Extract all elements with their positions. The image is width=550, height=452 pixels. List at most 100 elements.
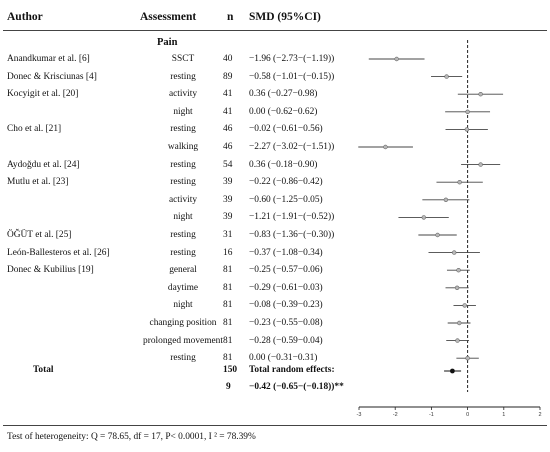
- row-author: Mutlu et al. [23]: [7, 177, 69, 188]
- row-smd: −0.60 (−1.25−0.05): [249, 194, 323, 205]
- row-smd: −1.96 (−2.73−(−1.19)): [249, 54, 335, 64]
- row-assessment: resting: [170, 124, 196, 135]
- row-n: 46: [223, 142, 233, 152]
- row-smd: −2.27 (−3.02−(−1.51)): [249, 142, 335, 152]
- study-point: [464, 127, 470, 132]
- study-point: [421, 215, 426, 220]
- row-smd: 0.36 (−0.27−0.98): [249, 89, 318, 100]
- row-assessment: walking: [167, 142, 199, 152]
- study-point: [457, 320, 462, 326]
- study-point: [478, 162, 483, 167]
- row-assessment: changing position: [149, 318, 217, 328]
- row-n: 31: [223, 230, 233, 240]
- row-author: Aydoğdu et al. [24]: [7, 159, 80, 170]
- x-tick-label: 0: [466, 412, 469, 418]
- row-n: 81: [223, 335, 233, 346]
- row-smd: −0.58 (−1.01−(−0.15)): [249, 71, 335, 82]
- study-point: [455, 338, 460, 343]
- header-rule: [3, 30, 547, 31]
- row-assessment: resting: [170, 230, 196, 240]
- footer-rule: [3, 425, 547, 426]
- header-author: Author: [7, 11, 43, 23]
- total-n: 150: [223, 365, 238, 375]
- row-n: 41: [223, 89, 233, 100]
- study-point: [435, 232, 440, 238]
- row-author: Anandkumar et al. [6]: [7, 54, 90, 64]
- row-smd: −0.22 (−0.86−0.42): [249, 177, 323, 188]
- row-assessment: night: [173, 300, 193, 311]
- row-smd: 0.00 (−0.31−0.31): [249, 353, 318, 364]
- row-smd: 0.00 (−0.62−0.62): [249, 106, 318, 117]
- row-author: Donec & Kriscіunas [4]: [7, 71, 97, 82]
- study-point: [462, 303, 467, 308]
- total-random-effects-label: Total random effects:: [249, 365, 335, 375]
- header-assessment: Assessment: [140, 11, 197, 23]
- row-author: León-Ballesteros et al. [26]: [7, 247, 110, 258]
- row-author: Kocyigit et al. [20]: [7, 89, 79, 100]
- row-assessment: resting: [170, 71, 196, 82]
- row-smd: −0.02 (−0.61−0.56): [249, 124, 323, 135]
- row-author: Cho et al. [21]: [7, 124, 62, 135]
- study-point: [394, 56, 399, 62]
- row-n: 46: [223, 124, 233, 135]
- row-n: 39: [223, 177, 233, 188]
- x-tick-label: 1: [502, 412, 505, 418]
- study-point: [465, 109, 470, 115]
- study-point: [443, 197, 449, 203]
- row-smd: −0.25 (−0.57−0.06): [249, 265, 323, 276]
- study-point: [465, 356, 470, 361]
- row-assessment: night: [173, 212, 193, 223]
- summary-point: [449, 368, 455, 374]
- row-smd: −0.83 (−1.36−(−0.30)): [249, 230, 335, 240]
- row-n: 16: [223, 247, 233, 258]
- row-smd: −0.23 (−0.55−0.08): [249, 318, 323, 328]
- section-label: Pain: [157, 37, 178, 48]
- study-point: [452, 250, 457, 255]
- x-tick-label: -3: [357, 412, 362, 418]
- row-author: Donec & Kubilius [19]: [7, 265, 94, 276]
- row-smd: −0.28 (−0.59−0.04): [249, 335, 323, 346]
- row-n: 81: [223, 265, 233, 276]
- row-assessment: SSCT: [171, 54, 195, 64]
- row-n: 89: [223, 71, 233, 82]
- total-label: Total: [33, 365, 54, 375]
- row-n: 81: [223, 318, 233, 328]
- header-n: n: [227, 11, 234, 23]
- row-assessment: daytime: [167, 282, 199, 293]
- row-smd: −0.37 (−1.08−0.34): [249, 247, 323, 258]
- row-assessment: activity: [168, 89, 198, 100]
- row-n: 54: [223, 159, 233, 170]
- study-point: [478, 91, 483, 97]
- row-assessment: prolonged movement: [143, 335, 223, 346]
- study-point: [456, 268, 461, 273]
- row-assessment: resting: [170, 177, 196, 188]
- x-tick-label: -1: [429, 412, 434, 418]
- row-n: 40: [223, 54, 233, 64]
- header-smd: SMD (95%CI): [249, 11, 321, 23]
- total-n2: 9: [226, 382, 231, 392]
- row-assessment: resting: [170, 247, 196, 258]
- row-n: 81: [223, 300, 233, 311]
- row-author: ÖĞÜT et al. [25]: [7, 230, 72, 240]
- row-assessment: general: [169, 265, 197, 276]
- row-n: 39: [223, 212, 233, 223]
- x-tick-label: -2: [393, 412, 398, 418]
- row-assessment: resting: [170, 159, 196, 170]
- study-point: [457, 180, 462, 185]
- row-n: 39: [223, 194, 233, 205]
- row-n: 81: [223, 282, 233, 293]
- study-point: [454, 285, 460, 290]
- x-tick-label: 2: [538, 412, 541, 418]
- total-smd: −0.42 (−0.65−(−0.18))**: [249, 382, 344, 392]
- study-point: [383, 144, 388, 150]
- study-point: [444, 74, 449, 79]
- row-smd: −0.08 (−0.39−0.23): [249, 300, 323, 311]
- row-assessment: activity: [168, 194, 198, 205]
- row-smd: −0.29 (−0.61−0.03): [249, 282, 323, 293]
- row-smd: −1.21 (−1.91−(−0.52)): [249, 212, 335, 223]
- row-n: 41: [223, 106, 233, 117]
- row-assessment: night: [173, 106, 193, 117]
- heterogeneity-footnote: Test of heterogeneity: Q = 78.65, df = 1…: [7, 432, 256, 442]
